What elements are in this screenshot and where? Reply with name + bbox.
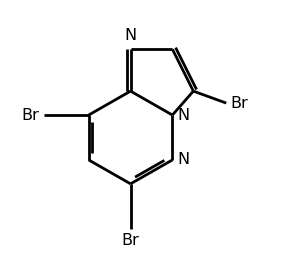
Text: Br: Br bbox=[231, 95, 249, 111]
Text: N: N bbox=[178, 107, 190, 123]
Text: N: N bbox=[178, 152, 190, 167]
Text: N: N bbox=[125, 28, 136, 43]
Text: Br: Br bbox=[22, 107, 39, 123]
Text: Br: Br bbox=[122, 233, 139, 248]
